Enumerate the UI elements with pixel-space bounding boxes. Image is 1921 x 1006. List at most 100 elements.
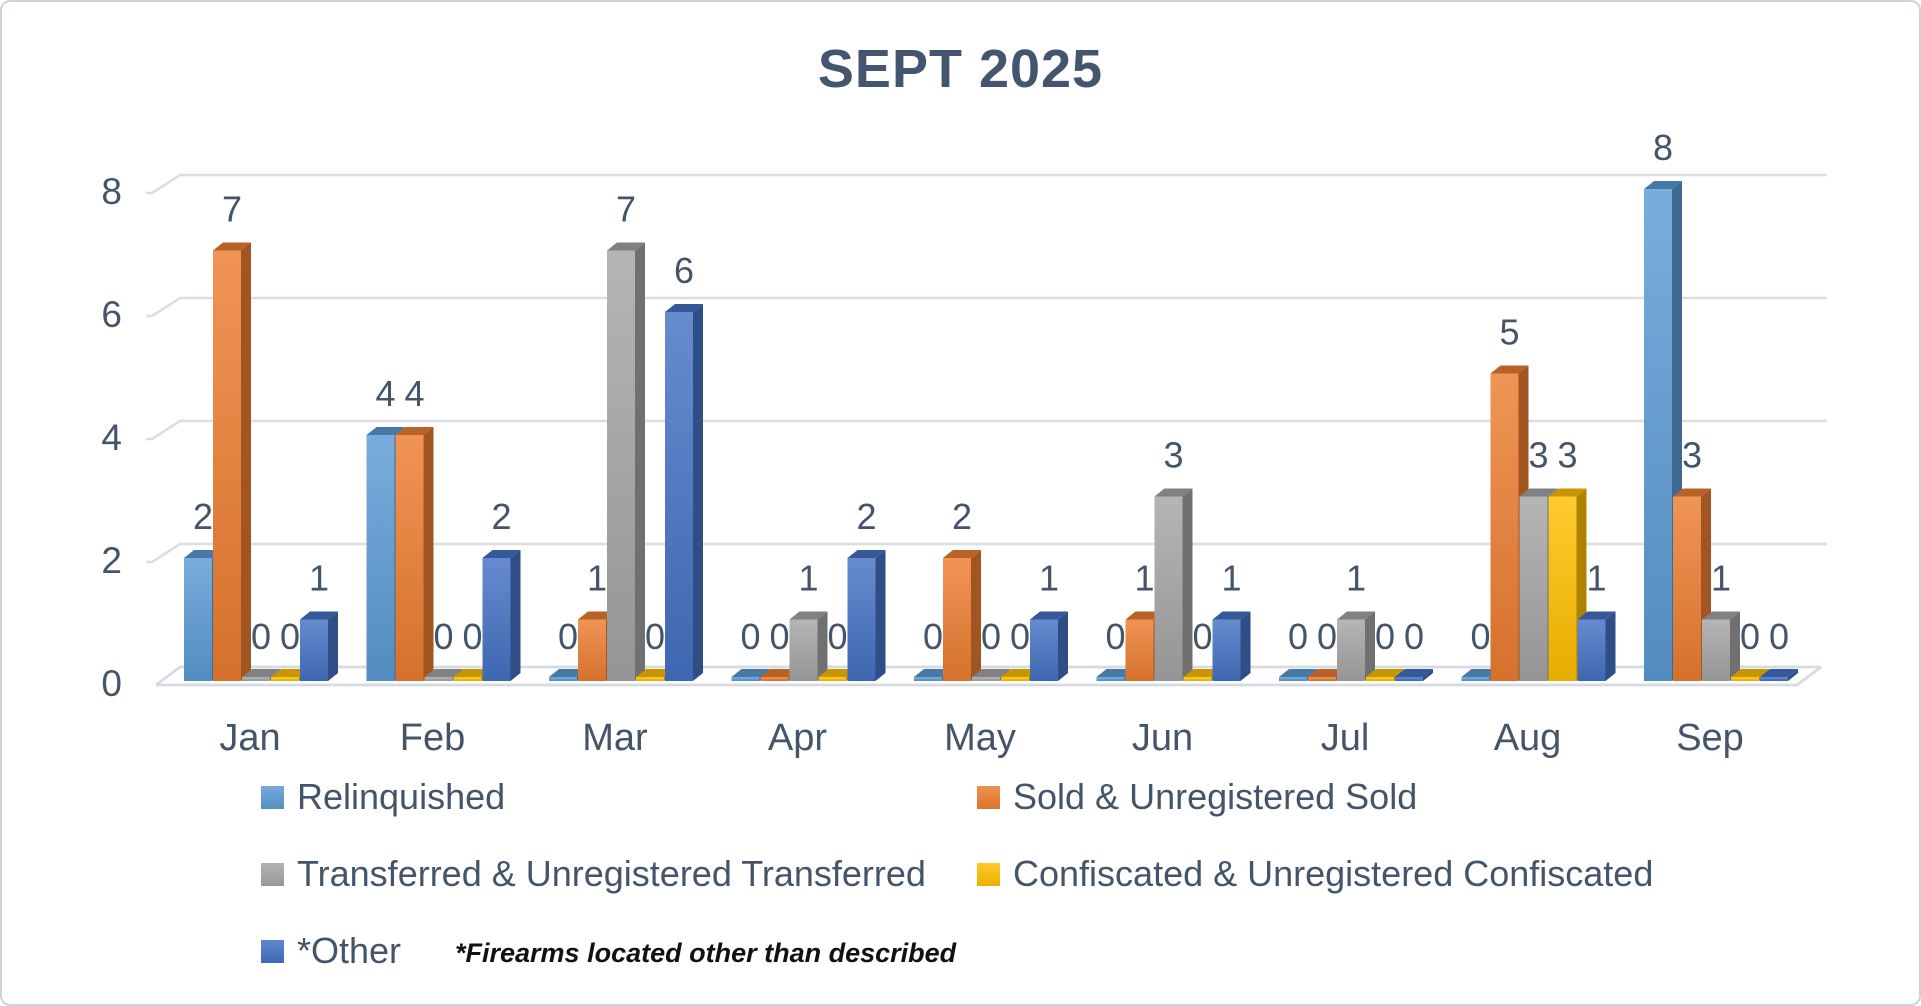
- bar: [1548, 496, 1577, 681]
- bar-top-face: [300, 611, 338, 620]
- bar-top-face: [607, 242, 645, 251]
- bar-side-face: [1605, 611, 1616, 681]
- bar-side-face: [693, 304, 703, 681]
- data-label: 0: [1404, 616, 1424, 657]
- x-category-label: Feb: [400, 717, 465, 759]
- bar-side-face: [423, 427, 434, 681]
- bar-side-face: [1058, 611, 1068, 681]
- bar-top-face: [549, 669, 587, 677]
- data-label: 0: [280, 616, 300, 657]
- data-label: 1: [1586, 558, 1606, 599]
- bar: [943, 558, 971, 681]
- bar-top-face: [366, 427, 405, 435]
- data-label: 1: [1711, 558, 1731, 599]
- bar-side-face: [971, 550, 981, 681]
- bar-top-face: [1490, 365, 1529, 374]
- data-label: 4: [375, 373, 395, 414]
- bar-side-face: [1182, 488, 1193, 681]
- data-label: 5: [1499, 312, 1519, 353]
- bar-top-face: [1279, 669, 1317, 677]
- bar-side-face: [1365, 611, 1375, 681]
- legend-row-3: *Other: [2, 929, 1919, 973]
- y-tick-label: 6: [101, 294, 122, 335]
- data-label: 3: [1557, 435, 1577, 476]
- bar: [914, 677, 942, 681]
- bar-top-face: [1096, 669, 1135, 677]
- bar: [1461, 677, 1490, 681]
- bar-top-face: [395, 427, 434, 435]
- x-category-label: Sep: [1676, 717, 1744, 759]
- x-category-label: Jun: [1132, 717, 1193, 759]
- bar: [731, 677, 760, 681]
- bar: [184, 558, 212, 681]
- bar-side-face: [1730, 611, 1740, 681]
- data-label: 0: [1317, 616, 1337, 657]
- bar-top-face: [731, 669, 770, 677]
- bar: [395, 435, 424, 681]
- bar: [1125, 619, 1154, 681]
- data-label: 0: [1288, 616, 1308, 657]
- bar-top-face: [1125, 611, 1164, 620]
- gridline: [146, 542, 1827, 564]
- legend-swatch-transferred: [261, 862, 284, 886]
- bar: [300, 619, 328, 681]
- bar: [549, 677, 577, 681]
- x-category-label: Apr: [768, 717, 827, 759]
- legend-swatch-other: [261, 939, 284, 963]
- y-tick-label: 0: [101, 663, 122, 704]
- bar-top-face: [972, 669, 1010, 677]
- data-label: 1: [1039, 558, 1059, 599]
- chart-floor: [155, 665, 1822, 687]
- bar: [578, 619, 606, 681]
- bar: [665, 312, 693, 681]
- data-label: 0: [1105, 616, 1125, 657]
- bar-top-face: [1548, 488, 1587, 497]
- data-label: 6: [674, 250, 694, 291]
- y-tick-label: 4: [101, 417, 122, 458]
- bar: [1366, 677, 1394, 681]
- bar-top-face: [184, 550, 222, 558]
- data-label: 2: [193, 496, 213, 537]
- data-label: 3: [1682, 435, 1702, 476]
- bar: [1760, 677, 1788, 681]
- bar-top-face: [213, 242, 251, 251]
- bar-top-face: [1461, 669, 1500, 677]
- data-label: 1: [1134, 558, 1154, 599]
- bar-top-face: [1308, 669, 1346, 677]
- data-label: 0: [558, 616, 578, 657]
- bar: [366, 435, 395, 681]
- x-category-label: May: [944, 717, 1016, 759]
- bar: [1490, 373, 1519, 681]
- bar-side-face: [1240, 611, 1251, 681]
- data-label: 8: [1653, 127, 1673, 168]
- bar: [1030, 619, 1058, 681]
- data-label: 0: [1470, 616, 1490, 657]
- bar-side-face: [635, 242, 645, 681]
- gridline: [146, 296, 1827, 318]
- bar: [1308, 677, 1336, 681]
- legend-item-confiscated: Confiscated & Unregistered Confiscated: [977, 852, 1653, 896]
- data-label: 2: [491, 496, 511, 537]
- bar-side-face: [328, 611, 338, 681]
- bar-top-face: [1702, 611, 1740, 620]
- data-label: 2: [952, 496, 972, 537]
- chart-title: SEPT 2025: [817, 39, 1104, 99]
- bar-top-face: [665, 304, 703, 312]
- bar-side-face: [817, 611, 828, 681]
- legend-item-sold: Sold & Unregistered Sold: [977, 775, 1417, 819]
- data-label: 0: [981, 616, 1001, 657]
- bar-side-face: [241, 242, 251, 681]
- data-label: 1: [587, 558, 607, 599]
- bar-side-face: [1788, 669, 1798, 681]
- legend-label: *Other: [297, 930, 402, 971]
- data-label: 0: [1740, 616, 1760, 657]
- x-category-label: Mar: [582, 717, 648, 759]
- bar-side-face: [875, 550, 886, 681]
- legend-item-other: *Other: [261, 929, 401, 973]
- data-label: 7: [616, 189, 636, 230]
- y-tick-label: 8: [101, 171, 122, 212]
- bar-top-face: [1731, 669, 1769, 677]
- bar-top-face: [789, 611, 828, 620]
- bar: [424, 677, 453, 681]
